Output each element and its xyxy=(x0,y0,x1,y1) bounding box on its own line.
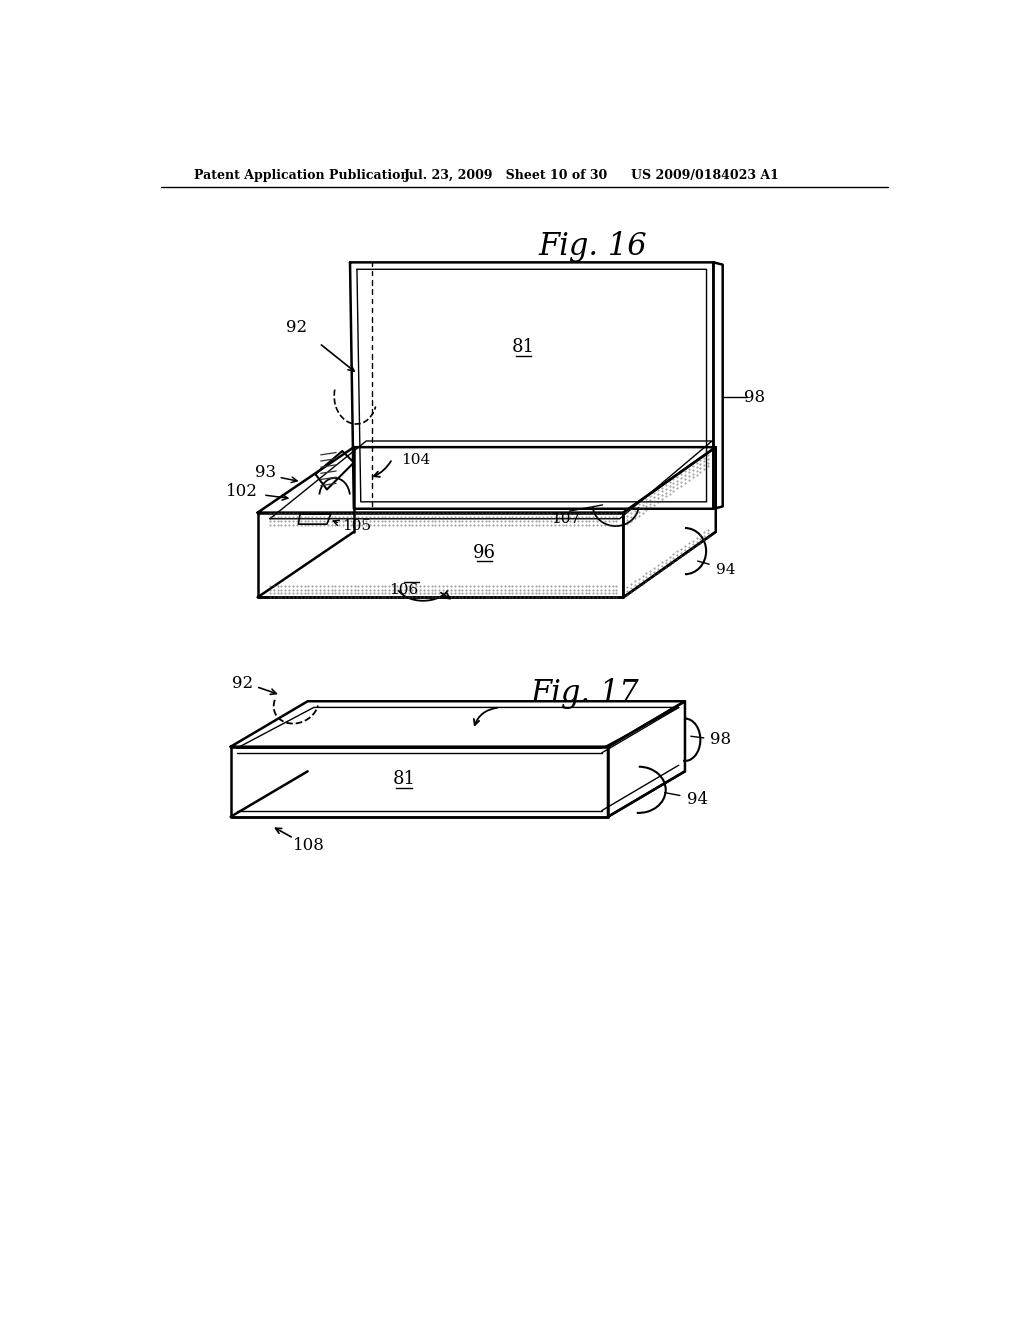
Text: 92: 92 xyxy=(231,675,253,692)
Text: 94: 94 xyxy=(686,791,708,808)
Text: 98: 98 xyxy=(710,731,731,748)
Text: 81: 81 xyxy=(512,338,535,356)
Text: 94: 94 xyxy=(716,564,735,577)
Text: Patent Application Publication: Patent Application Publication xyxy=(194,169,410,182)
Text: 104: 104 xyxy=(400,453,430,467)
Text: 96: 96 xyxy=(473,544,497,561)
Text: 81: 81 xyxy=(392,770,416,788)
Text: 105: 105 xyxy=(342,519,372,533)
Text: Fig. 17: Fig. 17 xyxy=(530,678,639,709)
Text: Jul. 23, 2009   Sheet 10 of 30: Jul. 23, 2009 Sheet 10 of 30 xyxy=(403,169,608,182)
Text: 102: 102 xyxy=(226,483,258,500)
Text: 98: 98 xyxy=(743,388,765,405)
Text: Fig. 16: Fig. 16 xyxy=(539,231,647,263)
Text: 93: 93 xyxy=(255,465,275,480)
Text: 92: 92 xyxy=(286,319,306,337)
Text: 107: 107 xyxy=(551,512,581,525)
Text: US 2009/0184023 A1: US 2009/0184023 A1 xyxy=(631,169,779,182)
Text: 106: 106 xyxy=(389,582,419,597)
Text: 108: 108 xyxy=(293,837,326,854)
